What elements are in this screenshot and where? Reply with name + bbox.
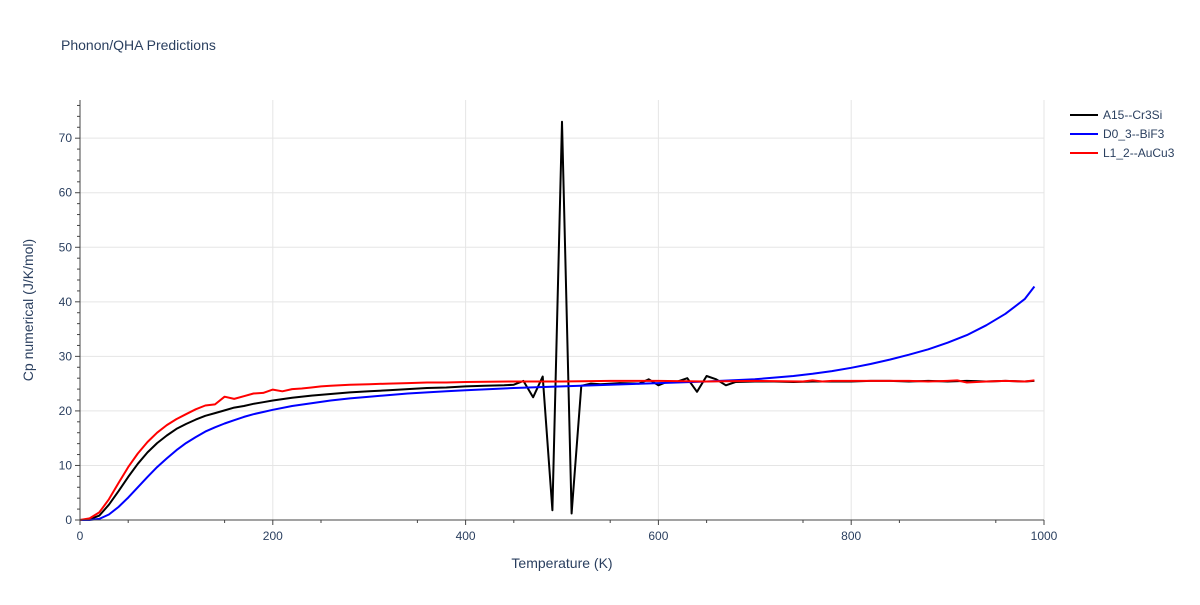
y-tick-label: 50 bbox=[59, 240, 73, 254]
x-axis-title: Temperature (K) bbox=[511, 555, 612, 571]
chart-title: Phonon/QHA Predictions bbox=[61, 37, 216, 53]
legend-label: D0_3--BiF3 bbox=[1103, 127, 1165, 141]
series-line-D0_3--BiF3[interactable] bbox=[80, 285, 1036, 521]
legend-item[interactable]: L1_2--AuCu3 bbox=[1070, 146, 1175, 160]
y-tick-label: 40 bbox=[59, 295, 73, 309]
x-tick-label: 0 bbox=[77, 529, 84, 543]
series-line-A15--Cr3Si[interactable] bbox=[79, 120, 1035, 521]
series-lines bbox=[79, 120, 1036, 521]
legend-item[interactable]: D0_3--BiF3 bbox=[1070, 127, 1165, 141]
x-tick-label: 200 bbox=[263, 529, 283, 543]
y-tick-label: 70 bbox=[59, 131, 73, 145]
y-tick-label: 10 bbox=[59, 458, 73, 472]
x-tick-label: 400 bbox=[456, 529, 476, 543]
series-line-L1_2--AuCu3[interactable] bbox=[79, 379, 1035, 521]
x-tick-label: 800 bbox=[841, 529, 861, 543]
gridlines bbox=[80, 100, 1045, 520]
y-tick-label: 30 bbox=[59, 349, 73, 363]
legend-label: A15--Cr3Si bbox=[1103, 108, 1162, 122]
legend[interactable]: A15--Cr3Si D0_3--BiF3 L1_2--AuCu3 bbox=[1070, 108, 1175, 160]
y-tick-label: 60 bbox=[59, 186, 73, 200]
y-axis-title: Cp numerical (J/K/mol) bbox=[20, 239, 36, 381]
legend-label: L1_2--AuCu3 bbox=[1103, 146, 1175, 160]
y-tick-label: 0 bbox=[65, 513, 72, 527]
legend-item[interactable]: A15--Cr3Si bbox=[1070, 108, 1162, 122]
x-tick-label: 1000 bbox=[1031, 529, 1058, 543]
axes: 0 200 400 600 800 1000 0 10 20 30 40 50 60 70 bbox=[59, 100, 1058, 543]
y-tick-label: 20 bbox=[59, 404, 73, 418]
x-tick-label: 600 bbox=[648, 529, 668, 543]
